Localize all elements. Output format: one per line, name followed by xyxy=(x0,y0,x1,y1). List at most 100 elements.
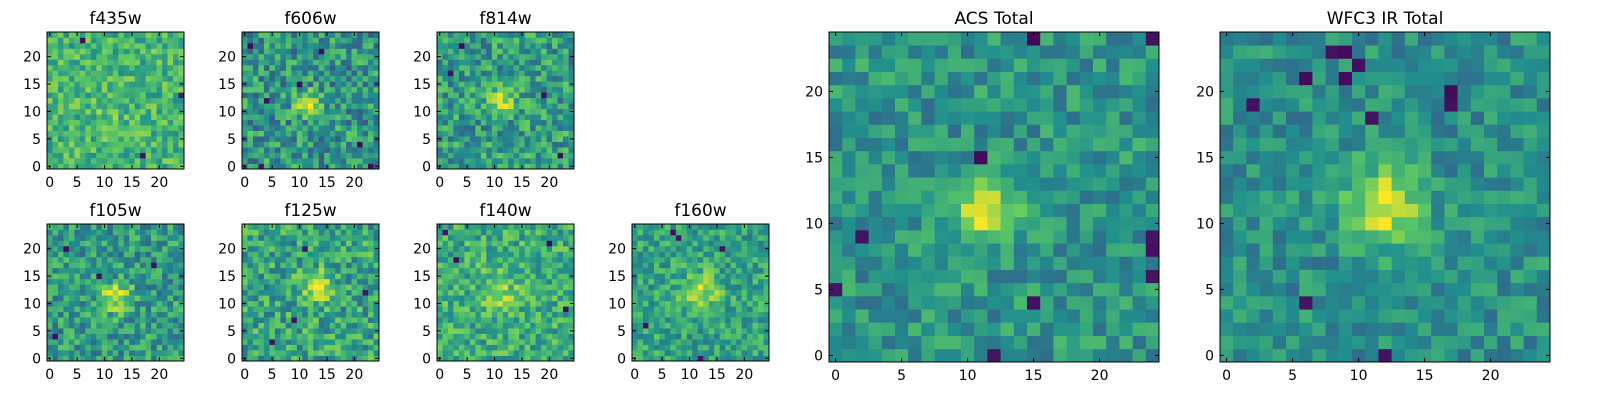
heatmap-cell xyxy=(346,37,352,44)
heatmap-cell xyxy=(1093,230,1107,244)
heatmap-cell xyxy=(313,306,320,313)
heatmap-cell xyxy=(530,141,536,148)
heatmap-cell xyxy=(307,234,314,241)
heatmap-cell xyxy=(541,267,547,274)
heatmap-cell xyxy=(291,59,298,66)
heatmap-cell xyxy=(362,289,369,296)
heatmap-cell xyxy=(681,333,688,340)
heatmap-cell xyxy=(351,59,358,66)
heatmap-cell xyxy=(1027,230,1041,244)
heatmap-cell xyxy=(486,328,493,334)
heatmap-cell xyxy=(351,136,358,142)
heatmap-cell xyxy=(541,344,547,351)
heatmap-cell xyxy=(530,251,536,258)
heatmap-cell xyxy=(162,81,168,88)
heatmap-cell xyxy=(151,108,157,115)
heatmap-cell xyxy=(458,130,465,137)
heatmap-cell xyxy=(52,97,59,104)
heatmap-cell xyxy=(475,108,482,115)
heatmap-cell xyxy=(47,251,53,258)
heatmap-cell xyxy=(535,48,542,55)
heatmap-cell xyxy=(307,70,314,77)
heatmap-cell xyxy=(351,37,358,44)
heatmap-cell xyxy=(362,295,369,302)
heatmap-cell xyxy=(659,278,666,285)
heatmap-cell xyxy=(642,262,649,269)
heatmap-cell xyxy=(258,355,265,362)
heatmap-cell xyxy=(307,306,314,313)
heatmap-cell xyxy=(274,152,281,159)
heatmap-cell xyxy=(934,216,949,231)
heatmap-cell xyxy=(697,273,704,280)
heatmap-cell xyxy=(442,114,449,121)
heatmap-cell xyxy=(703,300,710,307)
heatmap-cell xyxy=(535,344,542,351)
heatmap-cell xyxy=(140,59,146,66)
heatmap-cell xyxy=(68,339,75,345)
heatmap-cell xyxy=(557,344,564,351)
heatmap-cell xyxy=(85,245,92,252)
heatmap-cell xyxy=(692,245,699,252)
heatmap-cell xyxy=(475,64,482,71)
heatmap-cell xyxy=(637,311,644,318)
heatmap-cell xyxy=(758,328,764,334)
heatmap-cell xyxy=(324,114,331,121)
heatmap-cell xyxy=(107,70,114,77)
heatmap-cell xyxy=(307,125,314,131)
heatmap-cell xyxy=(167,152,174,159)
heatmap-cell xyxy=(129,53,136,60)
heatmap-cell xyxy=(151,163,157,170)
heatmap-cell xyxy=(458,295,465,302)
heatmap-cell xyxy=(101,147,108,153)
heatmap-cell xyxy=(908,203,922,218)
heatmap-cell xyxy=(908,348,922,363)
heatmap-cell xyxy=(167,32,174,38)
panel-title: f606w xyxy=(284,9,336,29)
heatmap-cell xyxy=(563,70,569,77)
heatmap-cell xyxy=(524,317,531,323)
heatmap-cell xyxy=(156,262,163,269)
heatmap-cell xyxy=(140,311,146,318)
heatmap-cell xyxy=(357,48,363,55)
heatmap-cell xyxy=(486,350,493,356)
heatmap-cell xyxy=(96,163,103,170)
heatmap-cell xyxy=(346,317,352,323)
heatmap-cell xyxy=(307,284,314,291)
heatmap-cell xyxy=(486,317,493,323)
heatmap-cell xyxy=(145,311,152,318)
heatmap-cell xyxy=(708,240,715,247)
heatmap-cell xyxy=(563,141,569,148)
heatmap-cell xyxy=(112,86,119,93)
heatmap-cell xyxy=(692,295,699,302)
heatmap-cell xyxy=(178,37,185,44)
heatmap-cell xyxy=(123,289,130,296)
heatmap-cell xyxy=(453,350,460,356)
heatmap-cell xyxy=(664,311,671,318)
heatmap-cell xyxy=(74,234,81,241)
heatmap-cell xyxy=(563,37,569,44)
heatmap-cell xyxy=(686,317,693,323)
heatmap-cell xyxy=(447,306,454,313)
heatmap-cell xyxy=(85,322,92,329)
heatmap-cell xyxy=(530,48,536,55)
heatmap-cell xyxy=(335,328,341,334)
heatmap-cell xyxy=(178,267,185,274)
heatmap-cell xyxy=(313,97,320,104)
heatmap-cell xyxy=(280,344,287,351)
heatmap-cell xyxy=(557,37,564,44)
heatmap-cell xyxy=(763,251,770,258)
heatmap-cell xyxy=(497,81,504,88)
heatmap-cell xyxy=(156,289,163,296)
heatmap-cell xyxy=(659,240,666,247)
heatmap-cell xyxy=(730,350,737,356)
heatmap-cell xyxy=(269,92,276,99)
heatmap-cell xyxy=(307,251,314,258)
heatmap-cell xyxy=(546,119,553,126)
heatmap-cell xyxy=(648,328,655,334)
heatmap-cell xyxy=(458,289,465,296)
heatmap-cell xyxy=(357,103,363,110)
heatmap-cell xyxy=(63,256,70,263)
heatmap-cell xyxy=(552,317,558,323)
heatmap-cell xyxy=(895,150,909,165)
heatmap-cell xyxy=(90,147,97,153)
